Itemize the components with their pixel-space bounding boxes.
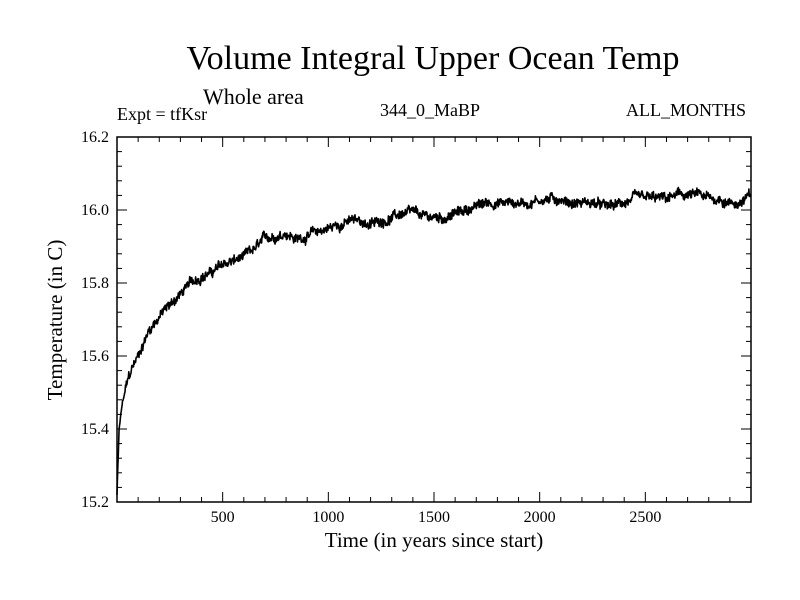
series-line	[116, 186, 752, 496]
experiment-label: Expt = tfKsr	[117, 104, 208, 124]
period-label: 344_0_MaBP	[380, 100, 481, 120]
y-tick-label: 16.0	[81, 202, 109, 219]
x-tick-label: 2500	[629, 509, 661, 526]
months-label: ALL_MONTHS	[626, 100, 746, 120]
y-tick-label: 15.4	[81, 421, 109, 438]
x-tick-label: 1500	[418, 509, 450, 526]
tick-labels: 500 1000 1500 2000 2500 15.2 15.4 15.6 15.8 16.0 1…	[81, 129, 661, 526]
x-tick-label: 2000	[524, 509, 556, 526]
x-tick-label: 500	[211, 509, 235, 526]
chart-title: Volume Integral Upper Ocean Temp	[186, 40, 680, 77]
y-tick-label: 15.2	[81, 494, 109, 511]
y-axis-label: Temperature (in C)	[43, 240, 67, 401]
y-tick-label: 15.8	[81, 275, 109, 292]
y-tick-label: 16.2	[81, 129, 109, 146]
y-tick-label: 15.6	[81, 348, 109, 365]
chart-subtitle: Whole area	[203, 84, 304, 109]
axis-ticks	[117, 137, 751, 502]
x-tick-label: 1000	[312, 509, 344, 526]
plot-frame	[116, 136, 752, 503]
x-axis-label: Time (in years since start)	[325, 528, 544, 552]
